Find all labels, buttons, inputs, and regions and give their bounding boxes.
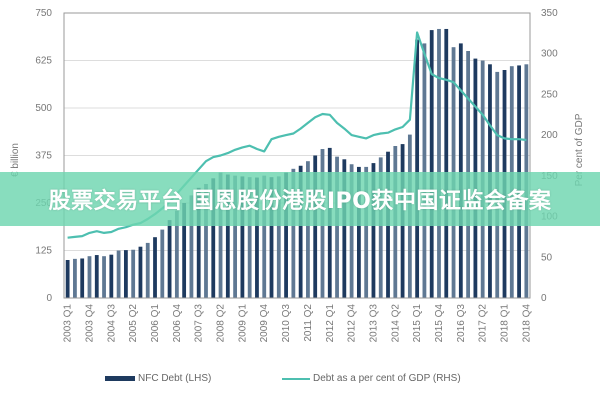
bar	[102, 256, 106, 298]
y-right-tick-label: 50	[541, 252, 553, 263]
legend: NFC Debt (LHS) Debt as a per cent of GDP…	[0, 373, 600, 389]
y-right-tick-label: 0	[541, 293, 547, 304]
bar	[306, 161, 310, 298]
bar	[116, 250, 121, 298]
bar	[65, 260, 70, 298]
y-left-tick-label: 750	[35, 8, 52, 19]
legend-swatch-bar	[105, 376, 135, 381]
bar	[167, 220, 172, 298]
bar	[422, 43, 427, 299]
bar	[291, 168, 296, 298]
x-tick-label: 2004 Q3	[106, 304, 117, 343]
bar	[218, 172, 223, 298]
x-tick-label: 2015 Q4	[434, 304, 445, 343]
x-tick-label: 2009 Q1	[237, 304, 248, 343]
x-tick-label: 2015 Q1	[412, 304, 423, 343]
plot-frame	[63, 12, 531, 299]
bar	[174, 210, 179, 298]
bar	[255, 177, 259, 298]
bar	[225, 174, 230, 298]
x-tick-label: 2012 Q1	[325, 304, 336, 343]
bar	[415, 39, 420, 298]
y-axis-left-ticks: 0125250375500625750	[35, 8, 52, 304]
x-tick-label: 2006 Q1	[150, 304, 161, 343]
legend-item-nfc-debt: NFC Debt (LHS)	[105, 373, 211, 384]
bar	[73, 258, 77, 298]
x-tick-label: 2009 Q4	[259, 304, 270, 343]
bar	[262, 175, 267, 298]
bar	[444, 28, 449, 299]
x-tick-label: 2006 Q4	[172, 304, 183, 343]
bar	[313, 155, 318, 298]
x-tick-label: 2003 Q4	[84, 304, 95, 343]
bar	[378, 157, 383, 298]
y-left-tick-label: 500	[35, 103, 52, 114]
bar	[196, 187, 201, 298]
bar	[109, 254, 114, 298]
x-tick-label: 2011 Q2	[303, 304, 314, 342]
x-tick-label: 2016 Q3	[456, 304, 467, 343]
bar	[87, 256, 92, 298]
x-tick-label: 2018 Q4	[521, 304, 532, 343]
bar	[364, 166, 369, 298]
x-tick-label: 2014 Q2	[390, 304, 401, 343]
banner-text: 股票交易平台 国恩股份港股IPO获中国证监会备案	[48, 189, 552, 214]
y-right-tick-label: 250	[541, 89, 558, 100]
bar	[437, 28, 441, 299]
bar	[298, 165, 303, 298]
bar	[371, 163, 376, 298]
x-tick-label: 2005 Q2	[128, 304, 139, 343]
bar	[131, 249, 136, 298]
y-right-tick-label: 200	[541, 130, 558, 141]
bar	[429, 30, 434, 298]
bar	[284, 172, 288, 298]
x-tick-label: 2013 Q3	[368, 304, 379, 343]
y-axis-left-label: € billion	[10, 143, 21, 177]
x-tick-label: 2012 Q4	[347, 304, 358, 343]
bar	[356, 166, 361, 298]
overlay-banner: 股票交易平台 国恩股份港股IPO获中国证监会备案	[0, 172, 600, 226]
x-tick-label: 2003 Q1	[63, 304, 74, 343]
bar	[138, 246, 143, 298]
y-right-tick-label: 350	[541, 8, 558, 19]
x-tick-label: 2007 Q3	[194, 304, 205, 343]
bar	[240, 176, 245, 298]
y-left-tick-label: 625	[35, 56, 52, 67]
bar	[211, 178, 216, 298]
bar	[458, 43, 463, 299]
bar	[182, 203, 187, 298]
legend-swatch-line	[282, 377, 310, 380]
bar	[153, 237, 157, 298]
bar	[335, 156, 339, 298]
x-tick-label: 2017 Q2	[478, 304, 489, 343]
x-axis-ticks: 2003 Q1 2003 Q4 2004 Q3 2005 Q2 2006 Q1 2006 …	[63, 304, 533, 343]
bar	[269, 177, 274, 298]
legend-label: Debt as a per cent of GDP (RHS)	[313, 373, 461, 384]
y-left-tick-label: 375	[35, 151, 52, 162]
x-tick-label: 2010 Q3	[281, 304, 292, 343]
bar	[233, 175, 238, 298]
x-tick-label: 2018 Q1	[500, 304, 511, 343]
x-tick-label: 2008 Q2	[216, 304, 227, 343]
y-left-tick-label: 0	[46, 293, 52, 304]
bar	[204, 184, 208, 298]
bar	[189, 195, 194, 298]
bar	[145, 242, 150, 298]
bar	[247, 177, 252, 298]
bar	[80, 258, 85, 298]
legend-item-debt-gdp: Debt as a per cent of GDP (RHS)	[282, 373, 461, 384]
bar	[276, 176, 281, 298]
y-axis-right-ticks: 050100150200250300350	[541, 8, 558, 304]
bar-series	[65, 28, 529, 299]
y-left-tick-label: 125	[35, 246, 52, 257]
legend-label: NFC Debt (LHS)	[138, 373, 212, 384]
bar	[123, 250, 128, 298]
bar	[342, 159, 347, 298]
y-axis-right-label: Per cent of GDP	[574, 113, 585, 186]
y-right-tick-label: 300	[541, 49, 558, 60]
bar	[94, 255, 99, 298]
bar	[349, 164, 354, 298]
bar	[160, 229, 165, 298]
